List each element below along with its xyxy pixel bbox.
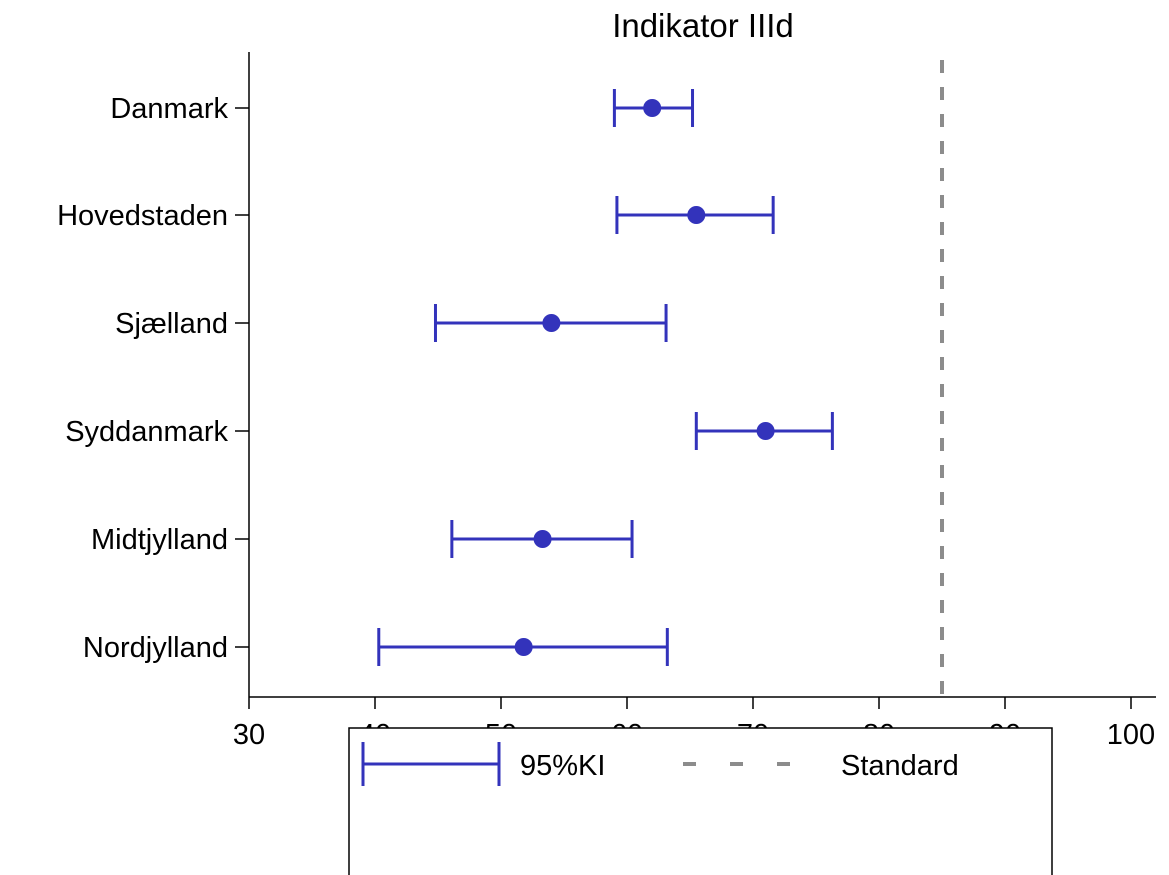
- estimate-point: [756, 422, 775, 440]
- y-tick-label: Syddanmark: [65, 416, 228, 448]
- y-tick-label: Nordjylland: [83, 632, 228, 664]
- x-tick-label: 30: [233, 719, 265, 751]
- y-tick-label: Danmark: [110, 93, 228, 125]
- y-tick-label: Sjælland: [115, 308, 228, 340]
- legend: 95%KI Standard: [348, 727, 1053, 875]
- estimate-point: [542, 314, 561, 332]
- legend-ci-label: 95%KI: [520, 750, 605, 782]
- legend-ci-symbol: [361, 742, 501, 786]
- estimate-point: [687, 206, 706, 224]
- estimate-point: [514, 638, 533, 656]
- legend-box: [348, 727, 1053, 875]
- estimate-point: [643, 99, 662, 117]
- legend-standard-label: Standard: [841, 750, 959, 782]
- x-tick-label: 100: [1107, 719, 1155, 751]
- estimate-point: [533, 530, 552, 548]
- chart-title: Indikator IIId: [612, 7, 794, 44]
- ci-series: [377, 89, 834, 666]
- y-tick-label: Midtjylland: [91, 524, 228, 556]
- y-tick-label: Hovedstaden: [57, 200, 228, 232]
